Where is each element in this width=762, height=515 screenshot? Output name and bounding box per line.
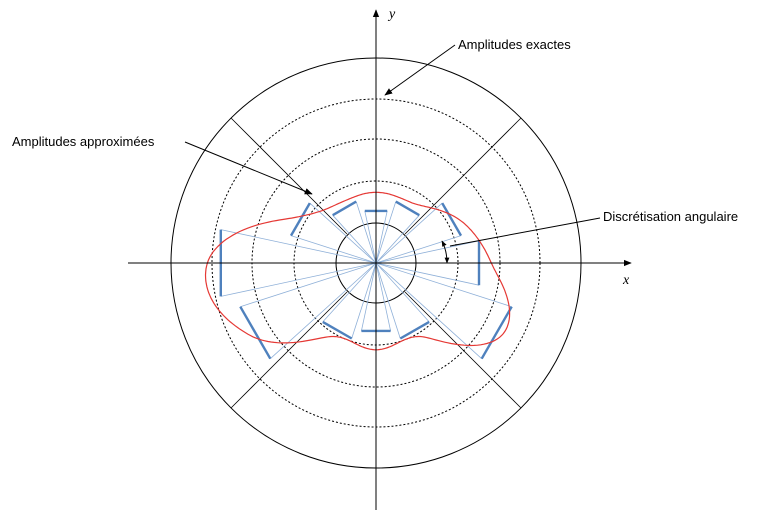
- exact-leader: [384, 44, 456, 96]
- ray-line: [375, 214, 420, 264]
- annotation-exact: Amplitudes exactes: [384, 37, 571, 96]
- ray-line: [322, 262, 377, 323]
- annotation-approx: Amplitudes approximées: [12, 134, 313, 195]
- ray-line: [375, 262, 401, 339]
- ray-line: [332, 214, 377, 264]
- ray-line: [220, 229, 377, 264]
- discretisation-rays: [220, 201, 512, 359]
- discretisation-label: Discrétisation angulaire: [603, 209, 738, 224]
- approx-segment: [239, 306, 272, 360]
- approx-segment: [289, 202, 311, 237]
- ray-line: [375, 262, 391, 331]
- exact-label: Amplitudes exactes: [458, 37, 571, 52]
- diagonal-nw: [230, 117, 348, 235]
- approx-segments: [219, 200, 513, 360]
- diagonal-sw: [230, 291, 348, 409]
- approx-segment: [399, 320, 430, 340]
- ray-line: [375, 240, 480, 264]
- approx-segment: [480, 306, 513, 360]
- x-axis-label: x: [622, 273, 630, 288]
- ray-line: [290, 235, 377, 264]
- ray-line: [375, 210, 388, 264]
- ray-line: [375, 262, 430, 323]
- diagonal-se: [404, 291, 522, 409]
- ray-line: [364, 210, 377, 264]
- ray-line: [351, 262, 377, 339]
- discretisation-arc: [441, 240, 450, 264]
- y-axis-label: y: [387, 7, 396, 22]
- approx-leader: [184, 141, 313, 195]
- axes: x y: [128, 7, 632, 510]
- ray-line: [375, 235, 462, 264]
- ray-line: [270, 262, 377, 359]
- approx-segment: [441, 202, 463, 237]
- approx-label: Amplitudes approximées: [12, 134, 155, 149]
- discretisation-leader: [449, 217, 601, 247]
- ray-line: [375, 202, 443, 264]
- ray-line: [240, 262, 377, 308]
- approx-segment: [395, 200, 420, 217]
- diagonal-lines: [230, 117, 522, 409]
- ray-line: [361, 262, 377, 331]
- ray-line: [375, 262, 512, 308]
- ray-line: [309, 202, 377, 264]
- ray-line: [355, 201, 377, 264]
- ray-line: [375, 262, 480, 286]
- approx-segment: [322, 320, 353, 340]
- approx-segment: [332, 200, 357, 217]
- ray-line: [220, 262, 377, 297]
- annotation-discretisation: Discrétisation angulaire: [441, 209, 738, 264]
- ray-line: [375, 201, 397, 264]
- diagonal-ne: [404, 117, 522, 235]
- ray-line: [375, 262, 482, 359]
